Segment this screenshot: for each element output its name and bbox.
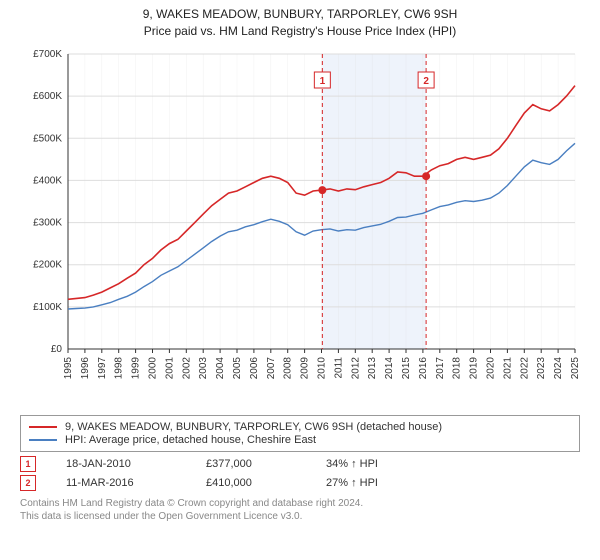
- svg-text:1995: 1995: [63, 356, 74, 379]
- sale-price-1: £377,000: [206, 458, 296, 470]
- svg-text:2013: 2013: [367, 356, 378, 379]
- legend-swatch-hpi: [29, 439, 57, 441]
- sale-row-1: 1 18-JAN-2010 £377,000 34% ↑ HPI: [20, 456, 580, 472]
- svg-text:2005: 2005: [232, 356, 243, 379]
- sale-marker-1: 1: [20, 456, 36, 472]
- sale-row-2: 2 11-MAR-2016 £410,000 27% ↑ HPI: [20, 475, 580, 491]
- legend-item-hpi: HPI: Average price, detached house, Ches…: [29, 434, 571, 446]
- svg-text:£700K: £700K: [33, 49, 62, 60]
- sale-price-2: £410,000: [206, 477, 296, 489]
- svg-text:2004: 2004: [215, 356, 226, 379]
- svg-text:£400K: £400K: [33, 175, 62, 186]
- chart-title-address: 9, WAKES MEADOW, BUNBURY, TARPORLEY, CW6…: [10, 6, 590, 23]
- svg-text:2010: 2010: [317, 356, 328, 379]
- svg-text:£100K: £100K: [33, 301, 62, 312]
- svg-text:2023: 2023: [536, 356, 547, 379]
- legend-box: 9, WAKES MEADOW, BUNBURY, TARPORLEY, CW6…: [20, 415, 580, 452]
- svg-text:2015: 2015: [401, 356, 412, 379]
- svg-text:2014: 2014: [384, 356, 395, 379]
- svg-text:2011: 2011: [333, 356, 344, 378]
- svg-text:2009: 2009: [300, 356, 311, 379]
- svg-text:2012: 2012: [350, 356, 361, 379]
- svg-text:£500K: £500K: [33, 133, 62, 144]
- svg-text:2003: 2003: [198, 356, 209, 379]
- legend-swatch-property: [29, 426, 57, 428]
- chart-container: 9, WAKES MEADOW, BUNBURY, TARPORLEY, CW6…: [0, 0, 600, 560]
- sale-marker-2: 2: [20, 475, 36, 491]
- svg-text:2: 2: [423, 76, 429, 87]
- svg-text:£0: £0: [51, 344, 63, 355]
- svg-text:2020: 2020: [486, 356, 497, 379]
- svg-text:£300K: £300K: [33, 217, 62, 228]
- svg-text:2024: 2024: [553, 356, 564, 379]
- svg-text:1997: 1997: [97, 356, 108, 379]
- svg-text:2017: 2017: [435, 356, 446, 379]
- svg-text:2021: 2021: [502, 356, 513, 379]
- sale-vs-hpi-1: 34% ↑ HPI: [326, 458, 378, 470]
- legend-label-property: 9, WAKES MEADOW, BUNBURY, TARPORLEY, CW6…: [65, 421, 442, 433]
- legend-label-hpi: HPI: Average price, detached house, Ches…: [65, 434, 316, 446]
- svg-text:2019: 2019: [469, 356, 480, 379]
- svg-text:2007: 2007: [266, 356, 277, 379]
- svg-text:1: 1: [320, 76, 326, 87]
- svg-text:2022: 2022: [519, 356, 530, 379]
- svg-text:2001: 2001: [164, 356, 175, 379]
- svg-text:2002: 2002: [181, 356, 192, 379]
- svg-text:2000: 2000: [148, 356, 159, 379]
- svg-text:2016: 2016: [418, 356, 429, 379]
- svg-text:2008: 2008: [283, 356, 294, 379]
- svg-text:2018: 2018: [452, 356, 463, 379]
- svg-text:2025: 2025: [570, 356, 580, 379]
- sale-date-2: 11-MAR-2016: [66, 477, 176, 489]
- footer-line-1: Contains HM Land Registry data © Crown c…: [20, 497, 580, 510]
- legend-item-property: 9, WAKES MEADOW, BUNBURY, TARPORLEY, CW6…: [29, 421, 571, 433]
- svg-text:1999: 1999: [131, 356, 142, 379]
- chart-title-sub: Price paid vs. HM Land Registry's House …: [10, 23, 590, 40]
- svg-text:£200K: £200K: [33, 259, 62, 270]
- sale-vs-hpi-2: 27% ↑ HPI: [326, 477, 378, 489]
- svg-text:1996: 1996: [80, 356, 91, 379]
- footer-attribution: Contains HM Land Registry data © Crown c…: [20, 497, 580, 523]
- chart-plot-area: £0 £100K £200K £300K £400K £500K £600K £700K 199…: [20, 44, 580, 409]
- sale-date-1: 18-JAN-2010: [66, 458, 176, 470]
- line-chart-svg: £0 £100K £200K £300K £400K £500K £600K £700K 199…: [20, 44, 580, 409]
- sales-table: 1 18-JAN-2010 £377,000 34% ↑ HPI 2 11-MA…: [20, 456, 580, 491]
- svg-text:£600K: £600K: [33, 91, 62, 102]
- svg-text:1998: 1998: [114, 356, 125, 379]
- svg-text:2006: 2006: [249, 356, 260, 379]
- footer-line-2: This data is licensed under the Open Gov…: [20, 510, 580, 523]
